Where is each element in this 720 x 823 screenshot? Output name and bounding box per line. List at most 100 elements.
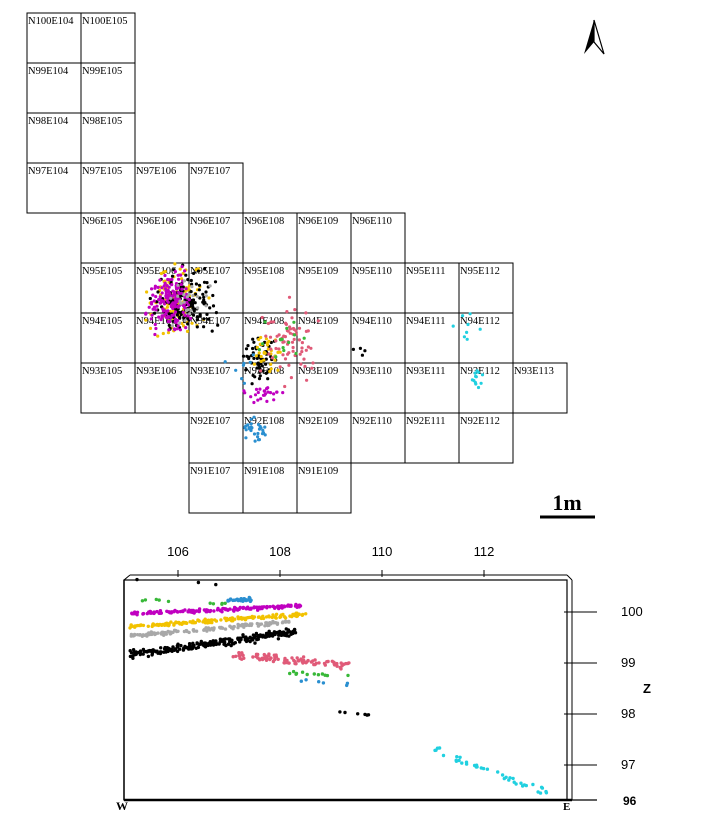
artifact-point <box>268 621 272 625</box>
artifact-point <box>282 348 286 353</box>
artifact-point <box>485 767 490 771</box>
artifact-point <box>205 620 209 625</box>
artifact-point <box>241 633 245 637</box>
artifact-point <box>524 783 528 788</box>
artifact-point <box>241 653 245 658</box>
artifact-point <box>221 606 225 611</box>
artifact-point <box>230 619 234 623</box>
artifact-point <box>461 314 465 318</box>
artifact-point <box>203 641 207 646</box>
artifact-point <box>466 322 470 327</box>
artifact-point <box>221 639 225 643</box>
artifact-point <box>180 287 184 291</box>
artifact-point <box>248 427 252 431</box>
artifact-point <box>268 335 273 339</box>
artifact-point <box>175 313 179 317</box>
artifact-point <box>230 616 235 620</box>
artifact-point <box>230 625 234 629</box>
artifact-point <box>166 623 171 628</box>
artifact-point <box>251 633 256 637</box>
artifact-point <box>236 637 240 642</box>
grid-cell-label: N91E108 <box>244 466 284 477</box>
artifact-point <box>140 599 145 603</box>
artifact-point <box>229 643 233 648</box>
artifact-point <box>156 651 160 655</box>
artifact-point <box>160 630 164 634</box>
artifact-point <box>287 351 291 355</box>
artifact-point <box>264 635 268 639</box>
artifact-point <box>225 616 229 621</box>
artifact-point <box>150 632 154 637</box>
artifact-point <box>168 632 172 636</box>
artifact-point <box>241 354 246 358</box>
artifact-point <box>292 327 296 331</box>
artifact-point <box>203 645 208 649</box>
artifact-point <box>171 306 175 310</box>
artifact-point <box>295 611 299 615</box>
artifact-point <box>271 659 276 664</box>
artifact-point <box>152 311 157 315</box>
plan-blue-points <box>243 415 267 443</box>
artifact-point <box>248 360 252 364</box>
artifact-point <box>205 312 209 316</box>
artifact-point <box>256 605 260 610</box>
artifact-point <box>476 385 481 390</box>
artifact-point <box>152 649 156 653</box>
artifact-point <box>204 626 208 630</box>
grid-cell-label: N94E106 <box>136 316 176 327</box>
grid-cell-n92e109: N92E109 <box>296 412 352 464</box>
grid-cell-n92e107: N92E107 <box>188 412 244 464</box>
artifact-point <box>332 660 336 664</box>
artifact-point <box>144 318 148 322</box>
artifact-point <box>258 387 262 391</box>
artifact-point <box>226 642 231 646</box>
artifact-point <box>137 623 142 628</box>
artifact-point <box>181 609 185 614</box>
section-cyan-band <box>433 746 549 795</box>
artifact-point <box>132 652 136 657</box>
artifact-point <box>244 623 249 628</box>
artifact-point <box>237 651 241 655</box>
artifact-point <box>228 637 232 641</box>
artifact-point <box>148 609 153 614</box>
artifact-point <box>465 337 469 341</box>
artifact-point <box>164 650 168 654</box>
artifact-point <box>504 775 508 779</box>
artifact-point <box>152 299 156 303</box>
artifact-point <box>203 627 207 631</box>
artifact-point <box>148 296 152 301</box>
artifact-point <box>268 605 272 609</box>
artifact-point <box>179 621 184 625</box>
artifact-point <box>279 615 283 619</box>
artifact-point <box>290 340 295 344</box>
artifact-point <box>156 334 160 338</box>
artifact-point <box>162 284 166 288</box>
artifact-point <box>154 650 158 654</box>
artifact-point <box>257 633 261 638</box>
artifact-point <box>188 620 192 624</box>
artifact-point <box>278 365 282 369</box>
artifact-point <box>332 663 337 667</box>
artifact-point <box>276 604 280 608</box>
artifact-point <box>191 298 196 302</box>
artifact-point <box>167 315 171 319</box>
grid-cell-n98e105: N98E105 <box>80 112 136 164</box>
artifact-point <box>243 617 248 622</box>
artifact-point <box>131 634 136 638</box>
artifact-point <box>288 604 292 608</box>
artifact-point <box>271 604 275 609</box>
artifact-point <box>245 637 250 641</box>
artifact-point <box>256 615 261 619</box>
artifact-point <box>224 618 228 623</box>
artifact-point <box>231 608 235 612</box>
grid-cell-n95e109: N95E109 <box>296 262 352 314</box>
artifact-point <box>275 630 279 635</box>
artifact-point <box>279 633 283 637</box>
artifact-point <box>346 673 350 678</box>
artifact-point <box>187 292 191 297</box>
artifact-point <box>145 290 149 294</box>
artifact-point <box>481 766 486 771</box>
artifact-point <box>338 665 342 670</box>
artifact-point <box>184 645 188 650</box>
artifact-point <box>285 310 289 314</box>
